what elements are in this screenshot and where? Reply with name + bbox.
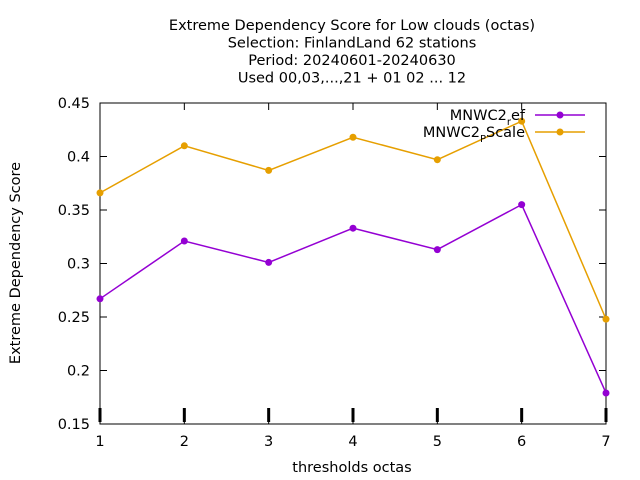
y-tick-label: 0.35 (58, 203, 90, 219)
series-2-point (518, 117, 526, 125)
y-axis-label: Extreme Dependency Score (8, 162, 24, 364)
x-tick-label: 2 (180, 434, 189, 450)
legend-name: MNWC2 (450, 108, 507, 124)
legend-name: MNWC2 (423, 125, 480, 141)
y-tick-label: 0.45 (58, 96, 90, 112)
series-2-point (602, 315, 610, 323)
x-tick-label: 1 (95, 434, 104, 450)
legend-subscript: r (507, 117, 512, 128)
series-line-2 (99, 120, 607, 320)
series-2-point (180, 142, 188, 150)
series-1-point (602, 389, 610, 397)
series-2-point (349, 133, 357, 141)
x-tick-label: 5 (433, 434, 442, 450)
series-1-point (518, 201, 526, 209)
y-tick-label: 0.25 (58, 310, 90, 326)
y-tick-label: 0.2 (67, 364, 90, 380)
legend-swatch-point-2 (556, 128, 564, 136)
legend-name-tail: Scale (486, 125, 525, 141)
series-1-point (349, 224, 357, 232)
title-line-3: Period: 20240601-20240630 (248, 53, 456, 69)
x-axis-label: thresholds octas (292, 460, 411, 476)
legend-name-tail: ef (511, 108, 526, 124)
series-2-point (96, 189, 104, 197)
series-layer (96, 117, 610, 397)
title-line-4: Used 00,03,...,21 + 01 02 ... 12 (238, 71, 466, 87)
legend-swatch-point-1 (556, 111, 564, 119)
title-line-2: Selection: FinlandLand 62 stations (228, 36, 477, 52)
legend-label-1: MNWC2ref (450, 108, 526, 128)
y-tick-label: 0.4 (67, 150, 90, 166)
y-axis: 0.15 0.2 0.25 0.3 0.35 0.4 0.45 (58, 96, 606, 433)
title-line-1: Extreme Dependency Score for Low clouds … (169, 18, 535, 34)
series-1-point (433, 246, 441, 254)
x-tick-label: 3 (264, 434, 273, 450)
series-1-point (96, 295, 104, 303)
legend-label-2: MNWC2PScale (423, 125, 525, 145)
series-1-point (180, 237, 188, 245)
x-axis: 1 2 3 4 5 6 7 (95, 103, 611, 450)
chart-title: Extreme Dependency Score for Low clouds … (169, 18, 535, 87)
y-tick-label: 0.3 (67, 257, 90, 273)
series-2-point (265, 166, 273, 174)
x-tick-label: 7 (601, 434, 610, 450)
series-1-point (265, 258, 273, 266)
y-tick-label: 0.15 (58, 417, 90, 433)
x-tick-label: 4 (348, 434, 357, 450)
series-2-point (433, 156, 441, 164)
legend-subscript: P (480, 134, 486, 145)
x-tick-label: 6 (517, 434, 526, 450)
series-line-1 (99, 203, 607, 394)
